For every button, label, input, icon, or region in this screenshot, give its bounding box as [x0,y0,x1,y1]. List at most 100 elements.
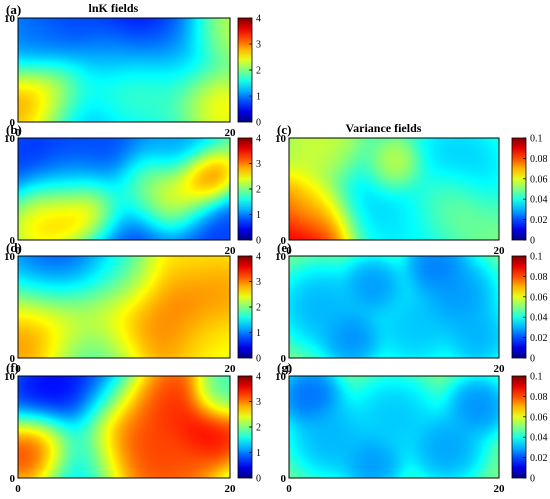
y-tick-label: 10 [275,133,287,145]
colorbar-tick-label: 0.04 [530,433,548,444]
panel-label: (d) [6,240,22,255]
y-tick-label: 10 [4,251,16,263]
heatmap-c [289,138,499,240]
x-tick-label: 20 [494,363,506,375]
plot-frame-e [288,255,500,359]
heatmap-e [289,256,499,358]
colorbar-tick-label: 0.08 [530,392,548,403]
colorbar-tick-label: 1 [256,328,261,339]
plot-frame-d [17,255,231,359]
y-tick-label: 10 [4,371,16,383]
panel-title: lnK fields [89,1,139,15]
y-tick-label: 0 [10,473,16,485]
colorbar-tick-label: 0.08 [530,272,548,283]
colorbar-tick-label: 3 [256,40,261,51]
heatmap-a [18,18,230,122]
y-tick-label: 0 [281,473,287,485]
y-tick-label: 10 [275,371,287,383]
colorbar-tick-label: 0.1 [530,372,543,383]
colorbar-tick-label: 0.06 [530,412,548,423]
colorbar-tick-label: 0 [256,474,261,485]
colorbar-tick-label: 0.02 [530,215,548,226]
x-tick-label: 0 [286,245,292,257]
plot-frame-f [17,375,231,479]
y-tick-label: 0 [10,353,16,365]
colorbar-tick-label: 2 [256,66,261,77]
x-tick-label: 20 [225,245,237,257]
colorbar-tick-label: 4 [256,372,261,383]
colorbar-tick-label: 4 [256,134,261,145]
plot-frame-a [17,17,231,123]
colorbar-tick-label: 0 [256,354,261,365]
colorbar-tick-label: 1 [256,448,261,459]
colorbar-tick-label: 1 [256,92,261,103]
colorbar-tick-label: 0.1 [530,134,543,145]
colorbar-tick-label: 0 [530,474,535,485]
x-tick-label: 0 [286,363,292,375]
x-tick-label: 0 [15,127,21,139]
colorbar-tick-label: 0.04 [530,313,548,324]
colorbar [511,137,527,241]
colorbar-tick-label: 2 [256,303,261,314]
colorbar-tick-label: 0.04 [530,195,548,206]
colorbar-tick-label: 0 [530,354,535,365]
panel-label: (f) [6,360,19,375]
colorbar-tick-label: 0.02 [530,333,548,344]
y-tick-label: 0 [281,353,287,365]
panel-label: (g) [277,360,292,375]
colorbar [511,375,527,479]
panel-c: 0 10 0 20 (c) Variance fields 0 0.02 0.04 0.06 0.0… [275,121,548,257]
panel-label: (b) [6,122,22,137]
heatmap-f [18,376,230,478]
x-tick-label: 0 [15,363,21,375]
panel-title: Variance fields [346,121,422,135]
colorbar-tick-label: 2 [256,185,261,196]
colorbar-tick-label: 3 [256,397,261,408]
x-tick-label: 0 [15,483,21,495]
colorbar-tick-label: 3 [256,277,261,288]
colorbar-tick-label: 0.06 [530,292,548,303]
y-tick-label: 0 [10,235,16,247]
y-tick-label: 10 [4,133,16,145]
colorbar [511,255,527,359]
colorbar-tick-label: 4 [256,252,261,263]
heatmap-g [289,376,499,478]
x-tick-label: 20 [225,127,237,139]
colorbar-tick-label: 0 [256,236,261,247]
panel-label: (e) [277,240,291,255]
colorbar-tick-label: 0 [256,118,261,129]
plot-frame-b [17,137,231,241]
panel-a: 0 10 0 20 (a) lnK fields 0 1 2 3 4 [4,1,261,139]
y-tick-label: 10 [4,13,16,25]
colorbar-tick-label: 0.06 [530,174,548,185]
colorbar-tick-label: 0.1 [530,252,543,263]
heatmap-d [18,256,230,358]
y-tick-label: 0 [281,235,287,247]
panel-label: (a) [6,2,21,17]
colorbar-tick-label: 1 [256,210,261,221]
colorbar-tick-label: 3 [256,159,261,170]
y-tick-label: 0 [10,117,16,129]
colorbar-tick-label: 2 [256,423,261,434]
x-tick-label: 20 [225,483,237,495]
x-tick-label: 20 [494,483,506,495]
x-tick-label: 0 [286,483,292,495]
panel-label: (c) [277,122,291,137]
y-tick-label: 10 [275,251,287,263]
x-tick-label: 0 [15,245,21,257]
colorbar-tick-label: 4 [256,14,261,25]
plot-frame-g [288,375,500,479]
colorbar-tick-label: 0.08 [530,154,548,165]
colorbar-tick-label: 0 [530,236,535,247]
colorbar-tick-label: 0.02 [530,453,548,464]
x-tick-label: 20 [225,363,237,375]
heatmap-b [18,138,230,240]
plot-frame-c [288,137,500,241]
x-tick-label: 20 [494,245,506,257]
